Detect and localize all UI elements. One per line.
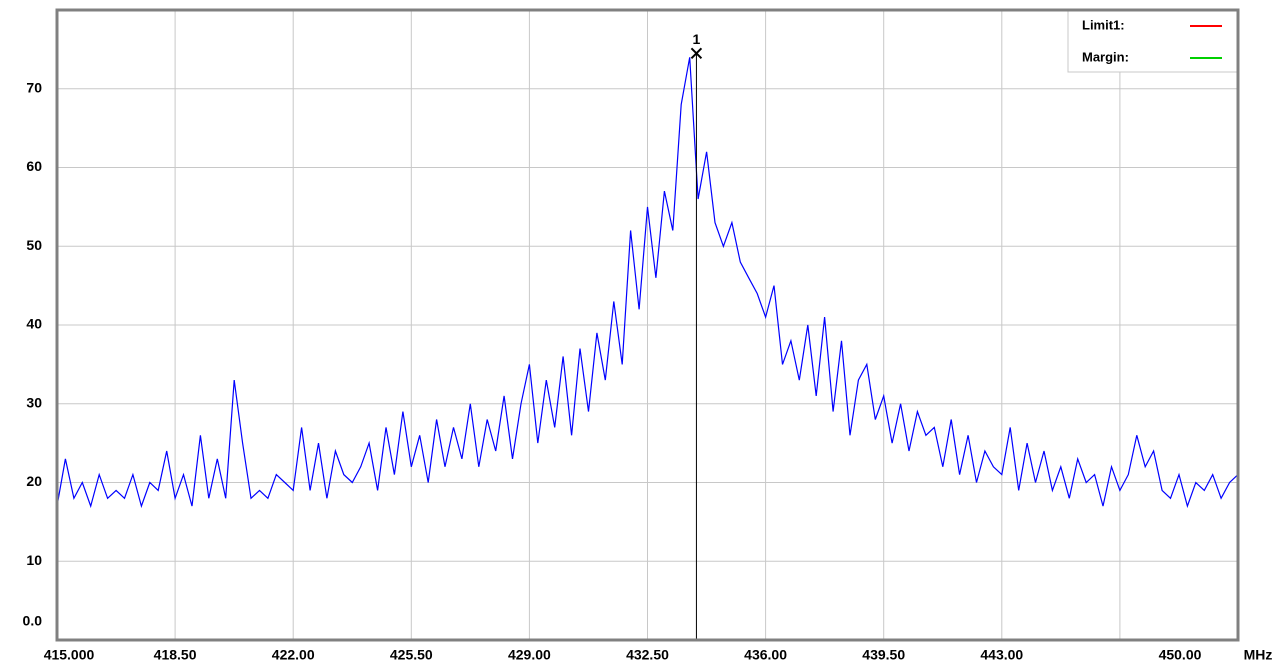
y-tick-label: 10 xyxy=(26,552,42,568)
y-tick-label: 70 xyxy=(26,79,42,95)
y-tick-label: 40 xyxy=(26,316,42,332)
x-tick-label: 436.00 xyxy=(744,647,787,663)
x-tick-label: 415.000 xyxy=(44,647,95,663)
x-tick-label: 450.00 xyxy=(1159,647,1202,663)
x-tick-label: 443.00 xyxy=(980,647,1023,663)
marker-label: 1 xyxy=(693,31,701,47)
x-tick-label: 422.00 xyxy=(272,647,315,663)
y-tick-label: 20 xyxy=(26,473,42,489)
plot-frame xyxy=(55,8,1240,642)
x-unit-label: MHz xyxy=(1244,647,1273,663)
y-tick-label: 50 xyxy=(26,237,42,253)
legend-box xyxy=(1067,9,1239,73)
marker-cross xyxy=(690,47,703,60)
y-tick-label: 60 xyxy=(26,158,42,174)
y-tick-label: 30 xyxy=(26,394,42,410)
x-tick-label: 432.50 xyxy=(626,647,669,663)
y-tick-label: 0.0 xyxy=(23,613,43,629)
x-tick-label: 418.50 xyxy=(154,647,197,663)
x-tick-label: 425.50 xyxy=(390,647,433,663)
legend-label: Margin: xyxy=(1082,49,1129,64)
trace-line xyxy=(56,57,1239,509)
legend-label: Limit1: xyxy=(1082,17,1125,32)
x-tick-label: 439.50 xyxy=(862,647,905,663)
x-tick-label: 429.00 xyxy=(508,647,551,663)
